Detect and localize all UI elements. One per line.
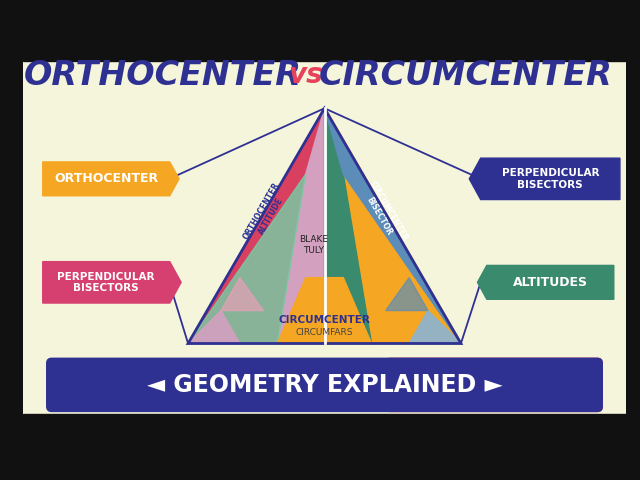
Polygon shape	[188, 108, 324, 344]
Text: BLAKE
TULY: BLAKE TULY	[299, 235, 328, 255]
Polygon shape	[324, 108, 461, 344]
Polygon shape	[477, 265, 614, 299]
Bar	[24, 414, 625, 466]
Polygon shape	[278, 277, 372, 344]
Polygon shape	[324, 108, 372, 344]
Text: ALTITUDES: ALTITUDES	[513, 276, 588, 289]
Polygon shape	[409, 311, 461, 344]
Text: vs: vs	[289, 61, 323, 89]
Text: ORTHOCENTER
ALTITUDE: ORTHOCENTER ALTITUDE	[242, 181, 291, 246]
Text: PERPENDICULAR
BISECTORS: PERPENDICULAR BISECTORS	[502, 168, 599, 190]
Text: ORTHOCENTER: ORTHOCENTER	[54, 172, 158, 185]
Bar	[52, 363, 395, 407]
Polygon shape	[469, 158, 620, 200]
Text: PERPENDICULAR
BISECTORS: PERPENDICULAR BISECTORS	[58, 272, 155, 293]
Text: CIRCUMCENTER
BISECTOR: CIRCUMCENTER BISECTOR	[358, 180, 409, 248]
Polygon shape	[188, 174, 306, 344]
Polygon shape	[43, 262, 181, 303]
Text: CIRCUMCENTER: CIRCUMCENTER	[278, 315, 371, 325]
Bar	[24, 61, 625, 414]
Polygon shape	[43, 162, 179, 196]
Text: CIRCUMCENTER: CIRCUMCENTER	[319, 59, 612, 92]
Bar	[24, 14, 625, 61]
FancyBboxPatch shape	[46, 358, 603, 412]
Text: CIRCUMFARS: CIRCUMFARS	[296, 328, 353, 336]
Text: ◄ GEOMETRY EXPLAINED ►: ◄ GEOMETRY EXPLAINED ►	[147, 373, 502, 397]
Polygon shape	[324, 108, 461, 344]
Polygon shape	[386, 277, 428, 311]
FancyBboxPatch shape	[385, 358, 603, 412]
Polygon shape	[278, 108, 324, 344]
Polygon shape	[188, 311, 240, 344]
Text: ORTHOCENTER: ORTHOCENTER	[24, 59, 301, 92]
Polygon shape	[221, 277, 263, 311]
